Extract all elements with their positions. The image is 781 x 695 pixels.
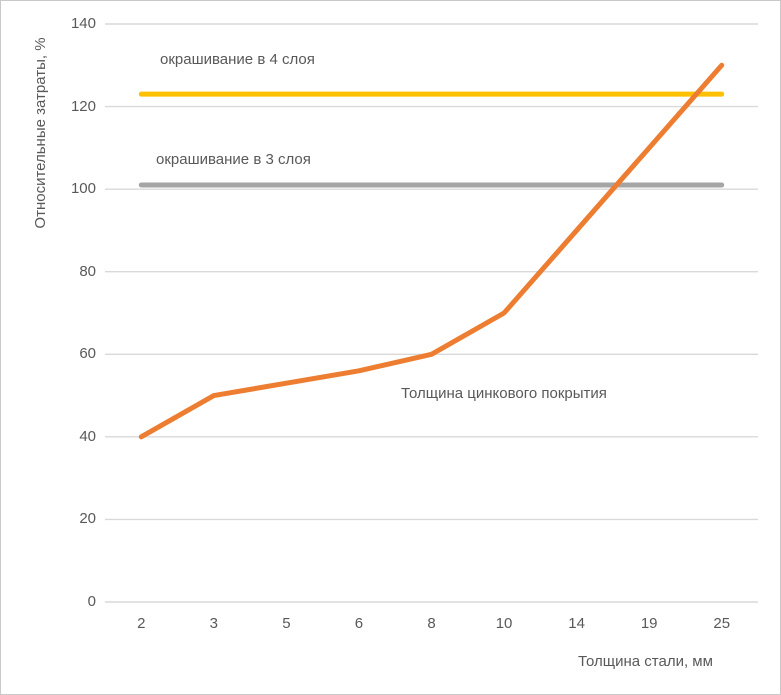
series-label-0: окрашивание в 4 слоя — [160, 51, 315, 68]
y-axis-title: Относительные затраты, % — [32, 37, 49, 229]
y-tick-label-40: 40 — [79, 427, 96, 445]
y-tick-label-60: 60 — [79, 345, 96, 363]
y-tick-label-20: 20 — [79, 510, 96, 528]
y-tick-label-100: 100 — [70, 180, 96, 198]
x-tick-label-25: 25 — [713, 615, 731, 632]
x-tick-label-10: 10 — [495, 615, 513, 632]
x-axis-title: Толщина стали, мм — [578, 653, 713, 670]
series-label-1: окрашивание в 3 слоя — [156, 151, 311, 168]
y-tick-label-80: 80 — [79, 262, 96, 280]
x-tick-label-19: 19 — [640, 615, 658, 632]
x-tick-label-14: 14 — [568, 615, 585, 632]
y-tick-label-120: 120 — [70, 97, 96, 115]
x-tick-label-8: 8 — [427, 615, 436, 632]
series-line — [138, 62, 725, 440]
x-tick-label-2: 2 — [137, 615, 146, 632]
y-tick-label-0: 0 — [87, 593, 96, 610]
y-tick-label-140: 140 — [70, 15, 96, 32]
series-label-2: Толщина цинкового покрытия — [401, 385, 607, 402]
x-tick-label-3: 3 — [209, 615, 218, 632]
x-tick-label-6: 6 — [354, 615, 364, 632]
x-tick-label-5: 5 — [282, 615, 291, 632]
